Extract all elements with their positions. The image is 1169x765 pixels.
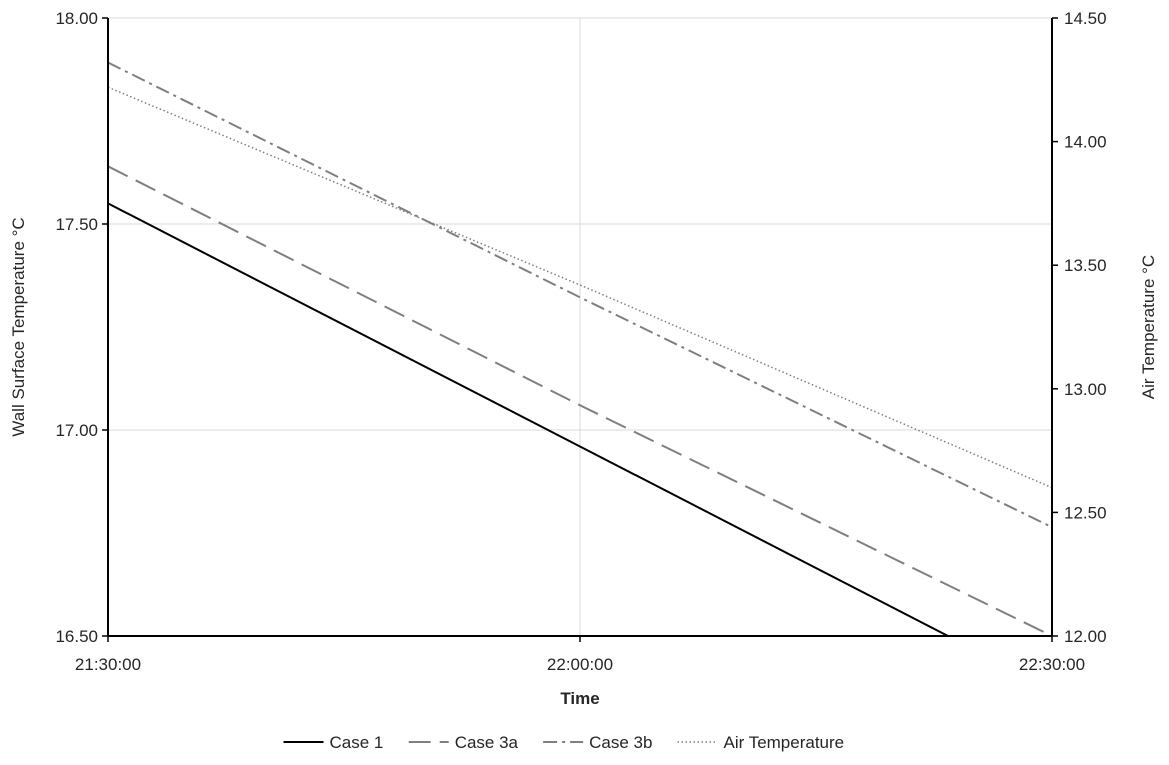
y-right-axis-title: Air Temperature °C	[1139, 255, 1158, 399]
series-line-case-3b	[108, 61, 1052, 529]
y-right-tick-label: 13.50	[1064, 256, 1107, 275]
x-tick-label: 21:30:00	[75, 655, 141, 674]
legend-label: Case 3b	[589, 733, 652, 752]
x-tick-label: 22:00:00	[547, 655, 613, 674]
y-right-tick-label: 12.50	[1064, 503, 1107, 522]
legend: Case 1 Case 3a Case 3b Air Temperature	[283, 733, 845, 752]
legend-label: Case 1	[330, 733, 384, 752]
x-axis-title: Time	[560, 689, 599, 708]
x-tick-label: 22:30:00	[1019, 655, 1085, 674]
legend-label: Case 3a	[455, 733, 519, 752]
series-line-case-1	[108, 202, 951, 636]
legend-label: Air Temperature	[724, 733, 845, 752]
y-right-tick-label: 14.00	[1064, 133, 1107, 152]
series-line-case-3a	[108, 165, 1052, 636]
y-left-axis-title: Wall Surface Temperature °C	[9, 217, 28, 436]
tick-labels: 16.50 17.00 17.50 18.00 12.00 12.50 13.00 13.50…	[55, 9, 1106, 674]
y-right-tick-label: 13.00	[1064, 380, 1107, 399]
y-right-tick-label: 14.50	[1064, 9, 1107, 28]
gridlines	[108, 17, 1052, 636]
series-lines	[108, 61, 1052, 636]
y-left-tick-label: 17.00	[55, 421, 98, 440]
y-right-tick-label: 12.00	[1064, 627, 1107, 646]
y-left-tick-label: 16.50	[55, 627, 98, 646]
y-left-tick-label: 18.00	[55, 9, 98, 28]
y-left-tick-label: 17.50	[55, 215, 98, 234]
